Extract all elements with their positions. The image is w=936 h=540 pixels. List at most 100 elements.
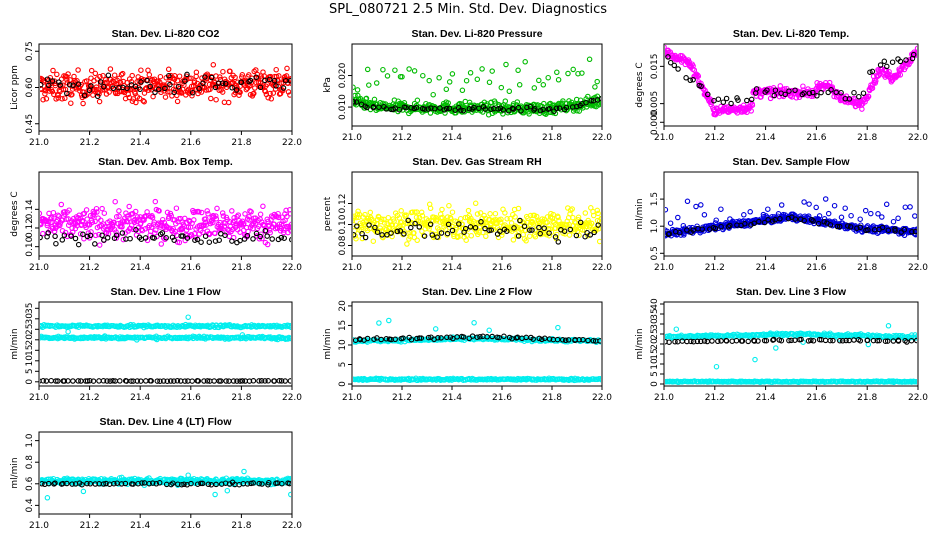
- mean-point: [885, 227, 892, 233]
- data-point: [665, 45, 667, 50]
- mean-point: [446, 105, 453, 112]
- mean-point: [403, 104, 409, 111]
- y-tick-label: 0: [338, 381, 348, 387]
- mean-point: [64, 90, 70, 97]
- x-tick-label: 21.0: [342, 263, 362, 273]
- data-point: [598, 221, 601, 227]
- mean-point: [431, 106, 438, 112]
- data-point: [241, 220, 247, 227]
- data-point: [586, 56, 593, 63]
- data-point: [213, 96, 219, 103]
- mean-point: [704, 338, 711, 345]
- data-point: [380, 234, 386, 241]
- mean-point: [510, 106, 517, 112]
- mean-point: [517, 217, 523, 224]
- data-point: [281, 227, 287, 233]
- y-tick-label: 1.0: [25, 433, 35, 448]
- mean-point: [675, 66, 681, 72]
- mean-point: [238, 79, 245, 85]
- data-point: [213, 216, 220, 222]
- data-point: [858, 379, 865, 385]
- x-tick-label: 21.0: [654, 133, 674, 143]
- mean-point: [155, 86, 162, 93]
- data-point: [189, 92, 195, 99]
- mean-point: [234, 378, 240, 384]
- mean-point: [56, 79, 62, 85]
- x-tick-label: 21.4: [442, 263, 462, 273]
- mean-point: [530, 336, 536, 342]
- mean-point: [904, 339, 910, 345]
- chart-title: Stan. Dev. Line 4 (LT) Flow: [99, 416, 232, 428]
- mean-point: [194, 236, 201, 243]
- data-points: [665, 323, 917, 385]
- mean-point: [148, 378, 154, 384]
- data-point: [156, 208, 162, 214]
- mean-point: [127, 235, 133, 242]
- data-point: [516, 82, 523, 88]
- mean-point: [846, 337, 852, 344]
- mean-point: [562, 337, 569, 344]
- data-point: [378, 216, 385, 222]
- data-point: [283, 207, 289, 214]
- mean-point: [70, 82, 76, 89]
- mean-point: [843, 337, 849, 344]
- mean-point: [229, 85, 235, 91]
- mean-point: [289, 237, 291, 243]
- data-point: [457, 215, 464, 222]
- data-point: [741, 212, 747, 218]
- y-axis-label: Licor ppm: [10, 65, 20, 110]
- data-points: [40, 468, 291, 501]
- data-point: [226, 233, 233, 240]
- data-point: [426, 77, 432, 84]
- data-point: [158, 241, 165, 247]
- data-point: [132, 208, 139, 215]
- data-point: [92, 70, 99, 77]
- y-tick-label: 10: [650, 358, 660, 370]
- mean-point: [164, 378, 171, 384]
- mean-point: [418, 335, 425, 341]
- mean-point: [537, 107, 544, 114]
- mean-point: [458, 107, 464, 113]
- mean-point: [376, 104, 382, 110]
- x-tick-label: 21.4: [756, 133, 776, 143]
- data-point: [384, 73, 391, 79]
- mean-point: [80, 231, 86, 238]
- mean-point: [264, 233, 270, 239]
- data-point: [119, 224, 125, 230]
- y-tick-label: 0.5: [650, 246, 660, 260]
- data-point: [160, 235, 167, 241]
- mean-point: [851, 89, 857, 96]
- mean-point: [110, 378, 116, 384]
- mean-point: [666, 230, 672, 237]
- mean-point: [354, 223, 360, 229]
- mean-point: [49, 78, 56, 84]
- data-point: [229, 208, 235, 214]
- mean-point: [162, 85, 168, 92]
- mean-point: [269, 236, 275, 242]
- data-point: [582, 210, 589, 216]
- data-point: [103, 79, 110, 86]
- data-points: [40, 314, 291, 384]
- mean-point: [806, 90, 813, 96]
- mean-point: [597, 338, 601, 344]
- data-point: [727, 216, 733, 222]
- mean-point: [408, 224, 414, 231]
- mean-point: [846, 96, 853, 102]
- data-point: [419, 213, 426, 219]
- plot-frame: [38, 301, 293, 387]
- data-point: [202, 219, 209, 226]
- mean-point: [48, 377, 54, 384]
- data-point: [235, 79, 241, 85]
- mean-point: [563, 104, 570, 111]
- mean-point: [105, 72, 112, 79]
- data-point: [63, 73, 70, 80]
- data-point: [196, 209, 202, 215]
- y-tick-label: 25: [25, 324, 35, 335]
- mean-point: [258, 378, 265, 384]
- x-tick-label: 21.6: [181, 138, 201, 148]
- x-tick-label: 21.2: [392, 133, 412, 143]
- x-tick-label: 21.0: [29, 263, 49, 273]
- x-tick-label: 21.4: [130, 521, 150, 531]
- y-tick-label: 0: [25, 379, 35, 385]
- mean-point: [834, 223, 841, 230]
